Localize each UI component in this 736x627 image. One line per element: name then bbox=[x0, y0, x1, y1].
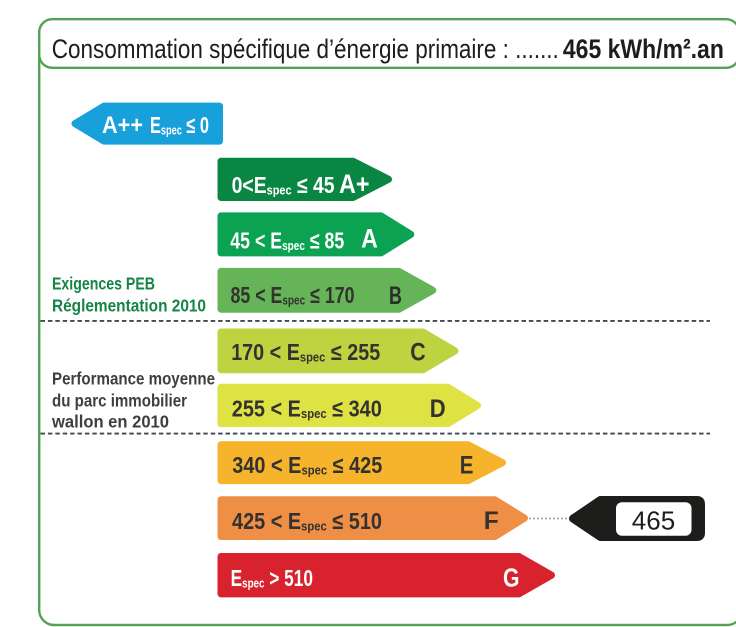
svg-text:Exigences PEB: Exigences PEB bbox=[52, 274, 155, 294]
svg-text:45 < Espec​ ≤ 85: 45 < Espec​ ≤ 85 bbox=[230, 228, 344, 254]
svg-text:340 < Espec​ ≤ 425: 340 < Espec​ ≤ 425 bbox=[232, 452, 382, 478]
svg-text:0<Espec​ ≤ 45: 0<Espec​ ≤ 45 bbox=[232, 172, 335, 198]
svg-text:wallon en 2010: wallon en 2010 bbox=[51, 412, 169, 432]
svg-text:E: E bbox=[460, 452, 474, 480]
svg-text:Performance moyenne: Performance moyenne bbox=[52, 368, 215, 388]
svg-text:465 kWh/m².an: 465 kWh/m².an bbox=[563, 34, 724, 64]
svg-text:465: 465 bbox=[632, 506, 675, 536]
svg-text:255 < Espec​ ≤ 340: 255 < Espec​ ≤ 340 bbox=[232, 395, 382, 421]
svg-text:A++: A++ bbox=[102, 112, 143, 139]
svg-text:du parc immobilier: du parc immobilier bbox=[52, 390, 187, 410]
svg-text:A+: A+ bbox=[339, 169, 370, 199]
svg-text:G: G bbox=[503, 562, 520, 592]
svg-text:425 < Espec​ ≤ 510: 425 < Espec​ ≤ 510 bbox=[232, 508, 382, 534]
svg-text:Consommation spécifique d’éner: Consommation spécifique d’énergie primai… bbox=[52, 34, 559, 64]
svg-text:B: B bbox=[389, 282, 402, 310]
svg-text:A: A bbox=[361, 224, 378, 254]
svg-text:170 < Espec​ ≤ 255: 170 < Espec​ ≤ 255 bbox=[231, 339, 380, 365]
svg-text:F: F bbox=[484, 507, 499, 535]
svg-text:85 < Espec​ ≤ 170: 85 < Espec​ ≤ 170 bbox=[231, 282, 355, 308]
svg-text:Espec​ ≤ 0: Espec​ ≤ 0 bbox=[150, 112, 209, 138]
svg-text:C: C bbox=[410, 338, 425, 366]
svg-text:D: D bbox=[430, 395, 446, 423]
svg-text:Espec​ > 510: Espec​ > 510 bbox=[231, 565, 313, 591]
svg-text:Réglementation 2010: Réglementation 2010 bbox=[52, 296, 206, 316]
